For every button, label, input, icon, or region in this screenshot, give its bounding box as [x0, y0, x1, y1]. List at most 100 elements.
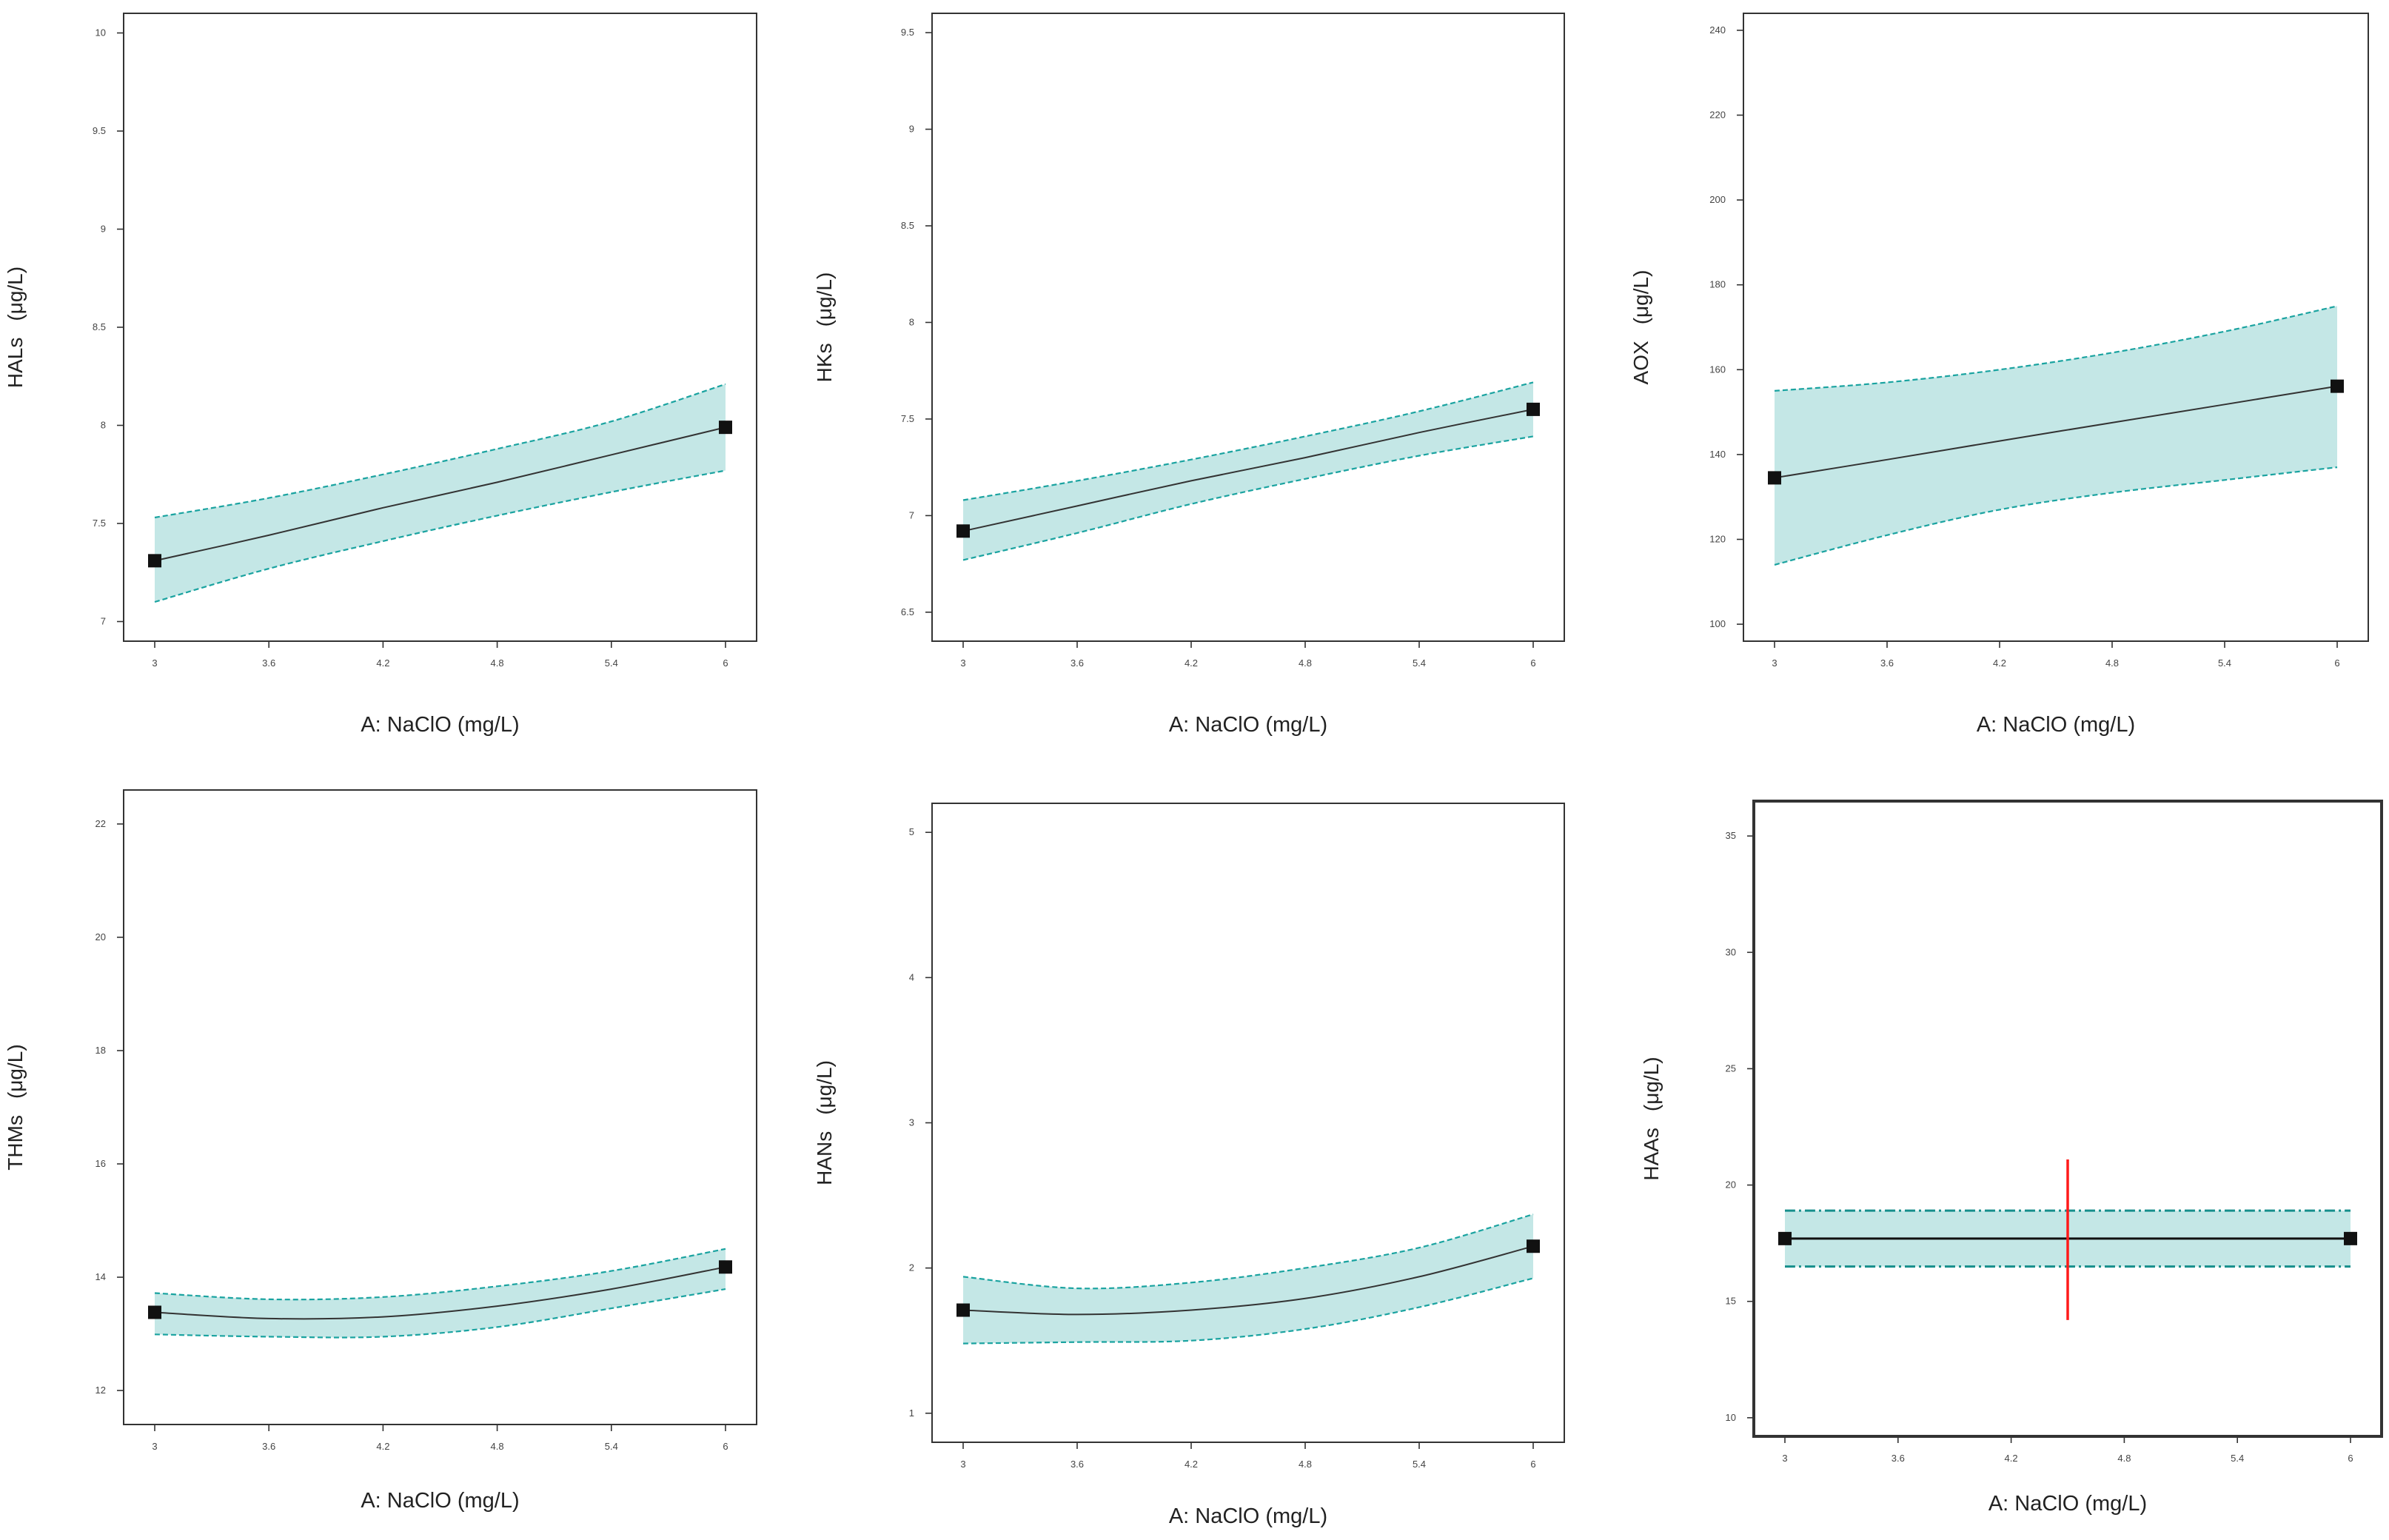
y-tick-label: 20: [1726, 1179, 1736, 1191]
y-tick-label: 8: [101, 420, 106, 431]
y-axis-unit: (μg/L): [813, 1060, 836, 1115]
y-tick-label: 3: [909, 1117, 914, 1128]
y-axis-label: HKs (μg/L): [813, 272, 836, 383]
x-tick-label: 5.4: [2231, 1453, 2244, 1464]
y-axis-name: HAAs: [1640, 1128, 1663, 1181]
y-tick-label: 2: [909, 1262, 914, 1273]
design-point-marker: [1768, 471, 1781, 485]
prediction-line: [154, 426, 726, 562]
x-axis-label: A: NaClO (mg/L): [1169, 1504, 1327, 1528]
x-axis-label: A: NaClO (mg/L): [1169, 713, 1327, 737]
x-tick-label: 4.8: [491, 1441, 504, 1452]
design-point-marker: [719, 421, 732, 435]
y-axis-label: AOX (μg/L): [1629, 270, 1652, 385]
y-tick-label: 22: [96, 818, 106, 829]
x-tick-label: 4.2: [376, 657, 389, 669]
y-tick-label: 9: [101, 224, 106, 235]
x-tick-label: 4.2: [1185, 1459, 1198, 1470]
design-point-marker: [1527, 1239, 1540, 1253]
x-tick-label: 4.8: [2117, 1453, 2131, 1464]
y-tick-label: 16: [96, 1158, 106, 1169]
plot-frame: [931, 13, 1565, 642]
y-axis-unit: (μg/L): [1640, 1057, 1663, 1111]
y-tick-label: 140: [1709, 449, 1726, 460]
x-tick-label: 3: [152, 1441, 157, 1452]
x-tick-label: 3: [960, 657, 965, 669]
y-tick-label: 100: [1709, 618, 1726, 629]
y-tick-label: 15: [1726, 1296, 1736, 1307]
y-tick-label: 1: [909, 1407, 914, 1419]
y-tick-label: 5: [909, 826, 914, 837]
x-tick-label: 6: [1530, 657, 1535, 669]
x-tick-label: 4.8: [1299, 657, 1312, 669]
design-point-marker: [1527, 402, 1540, 416]
x-tick-label: 3: [960, 1459, 965, 1470]
y-tick-label: 6.5: [901, 606, 914, 617]
prediction-line: [962, 1245, 1534, 1316]
y-axis-name: THMs: [4, 1115, 27, 1171]
y-tick-label: 120: [1709, 533, 1726, 544]
x-tick-label: 3: [152, 657, 157, 669]
design-point-marker: [148, 1305, 161, 1319]
y-tick-label: 8.5: [901, 220, 914, 231]
chart-panel-hans: 3 3.6 4.2 4.8 5.4 6 1 2 3 4 5 A: NaClO (mg/L) HANs (μ…: [813, 803, 1565, 1528]
design-point-marker: [956, 524, 970, 538]
y-axis-unit: (μg/L): [4, 267, 27, 321]
x-tick-label: 3.6: [262, 657, 275, 669]
design-point-marker: [719, 1260, 732, 1274]
y-axis-unit: (μg/L): [813, 272, 836, 327]
y-tick-label: 160: [1709, 364, 1726, 375]
x-axis-label: A: NaClO (mg/L): [1988, 1492, 2147, 1516]
x-tick-label: 3.6: [1880, 657, 1894, 669]
confidence-band: [1775, 306, 2337, 565]
prediction-line: [154, 1266, 726, 1320]
x-axis-label: A: NaClO (mg/L): [361, 1489, 519, 1513]
chart-panel-hals: 3 3.6 4.2 4.8 5.4 6 7 7.5 8 8.5 9 9.5 10 A: NaClO (mg…: [4, 13, 757, 737]
y-tick-label: 220: [1709, 110, 1726, 121]
upper-ci-line: [962, 1213, 1534, 1290]
x-tick-label: 3.6: [1070, 1459, 1084, 1470]
y-tick-label: 200: [1709, 194, 1726, 205]
upper-ci-line: [1774, 305, 2338, 392]
y-tick-label: 30: [1726, 946, 1736, 957]
x-tick-label: 4.8: [2105, 657, 2119, 669]
prediction-line: [1774, 385, 2338, 479]
y-axis-unit: (μg/L): [1629, 270, 1652, 325]
y-tick-label: 9.5: [93, 125, 106, 136]
y-tick-label: 10: [1726, 1412, 1736, 1423]
design-point-marker: [2331, 379, 2344, 393]
x-axis-label: A: NaClO (mg/L): [1977, 713, 2135, 737]
y-tick-label: 240: [1709, 24, 1726, 36]
chart-panel-aox: 3 3.6 4.2 4.8 5.4 6 100 120 140 160 180 200 220 240 A:…: [1629, 13, 2369, 737]
x-tick-label: 5.4: [2218, 657, 2231, 669]
lower-ci-line: [962, 1277, 1534, 1345]
upper-ci-line: [154, 383, 726, 519]
x-tick-label: 3: [1782, 1453, 1787, 1464]
x-tick-label: 6: [723, 657, 728, 669]
y-tick-label: 9.5: [901, 27, 914, 38]
lower-ci-line: [1774, 466, 2338, 566]
y-tick-label: 9: [909, 124, 914, 135]
y-tick-label: 180: [1709, 279, 1726, 290]
x-tick-label: 5.4: [1413, 1459, 1426, 1470]
chart-panel-thms: 3 3.6 4.2 4.8 5.4 6 12 14 16 18 20 22 A: NaClO (mg/L…: [4, 789, 757, 1513]
x-tick-label: 5.4: [605, 657, 618, 669]
x-tick-label: 3.6: [1070, 657, 1084, 669]
prediction-line: [962, 408, 1534, 532]
x-tick-label: 4.2: [1185, 657, 1198, 669]
y-tick-label: 7: [101, 616, 106, 627]
y-tick-label: 7.5: [901, 413, 914, 424]
confidence-band: [963, 1214, 1533, 1344]
y-tick-label: 18: [96, 1045, 106, 1056]
x-tick-label: 6: [2348, 1453, 2353, 1464]
design-point-marker: [1778, 1231, 1792, 1245]
y-tick-label: 7.5: [93, 518, 106, 529]
y-tick-label: 20: [96, 931, 106, 943]
y-tick-label: 7: [909, 509, 914, 520]
y-tick-label: 8.5: [93, 321, 106, 332]
x-tick-label: 6: [723, 1441, 728, 1452]
plot-frame: [1752, 800, 2383, 1438]
x-tick-label: 4.8: [1299, 1459, 1312, 1470]
x-tick-label: 4.2: [1993, 657, 2006, 669]
